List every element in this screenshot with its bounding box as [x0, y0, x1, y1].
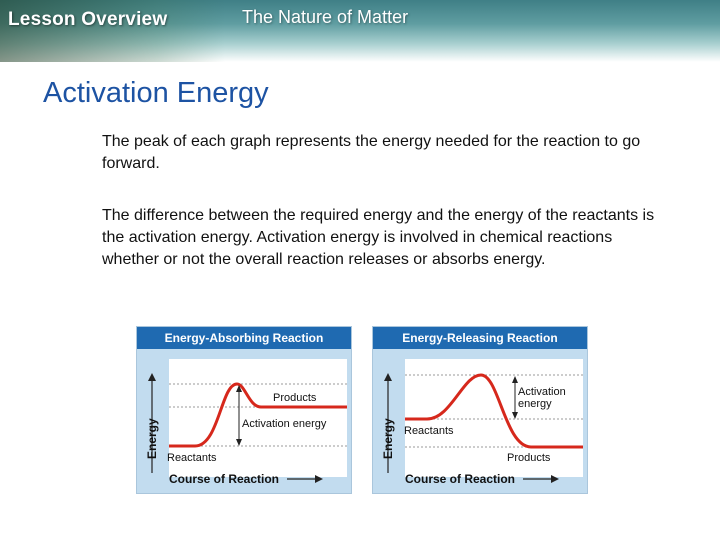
absorbing-y-axis-arrow-icon [148, 373, 156, 381]
absorbing-activation-arrow-down-icon [236, 439, 242, 446]
lesson-label: Lesson Overview [8, 9, 168, 30]
section-title: The Nature of Matter [242, 7, 409, 27]
releasing-x-axis-arrow-icon [551, 475, 559, 483]
releasing-figure-title: Energy-Releasing Reaction [373, 327, 587, 349]
absorbing-products-label: Products [273, 392, 317, 404]
header-banner: Lesson Overview The Nature of Matter [0, 0, 720, 62]
absorbing-activation-label: Activation energy [242, 418, 327, 430]
absorbing-activation-arrow-up-icon [236, 385, 242, 392]
releasing-x-label: Course of Reaction [405, 472, 515, 486]
releasing-y-label: Energy [381, 418, 395, 459]
absorbing-figure-title: Energy-Absorbing Reaction [137, 327, 351, 349]
releasing-energy-curve [405, 373, 583, 449]
absorbing-y-label: Energy [145, 418, 159, 459]
absorbing-energy-curve [169, 382, 347, 448]
absorbing-diagram: Energy Products Activation energy Reacta… [145, 359, 347, 486]
releasing-activation-arrow-down-icon [512, 412, 518, 419]
releasing-reactants-label: Reactants [404, 425, 454, 437]
paragraph-peak: The peak of each graph represents the en… [102, 133, 641, 172]
releasing-activation-arrow-up-icon [512, 376, 518, 383]
page-title: Activation Energy [43, 77, 269, 109]
absorbing-reactants-label: Reactants [167, 452, 217, 464]
releasing-activation-label-line2: energy [518, 398, 552, 410]
releasing-activation-label-line1: Activation [518, 386, 566, 398]
paragraph-difference: The difference between the required ener… [102, 207, 655, 268]
releasing-diagram: Energy Activation energy Reactants Produ… [381, 359, 583, 486]
header-banner-left [0, 0, 225, 62]
releasing-products-label: Products [507, 452, 551, 464]
absorbing-x-label: Course of Reaction [169, 472, 279, 486]
energy-absorbing-figure: Energy-Absorbing Reaction Energy Product… [136, 326, 352, 494]
energy-releasing-figure: Energy-Releasing Reaction Energy Activat… [372, 326, 588, 494]
releasing-y-axis-arrow-icon [384, 373, 392, 381]
absorbing-x-axis-arrow-icon [315, 475, 323, 483]
absorbing-plot-area [169, 359, 347, 477]
